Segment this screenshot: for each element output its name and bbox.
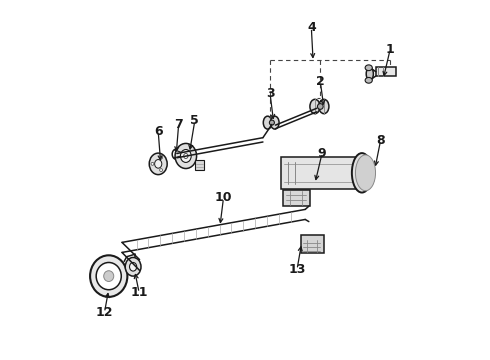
Ellipse shape <box>180 149 191 162</box>
Text: 10: 10 <box>215 192 232 204</box>
Text: 2: 2 <box>316 75 325 88</box>
Ellipse shape <box>270 120 274 125</box>
Text: 7: 7 <box>174 118 183 131</box>
Ellipse shape <box>355 155 375 191</box>
Text: 12: 12 <box>96 306 113 319</box>
Text: 8: 8 <box>376 134 385 147</box>
Bar <box>281 157 360 189</box>
Text: 9: 9 <box>318 147 326 159</box>
Ellipse shape <box>104 271 114 282</box>
Ellipse shape <box>129 262 137 271</box>
Ellipse shape <box>352 153 372 193</box>
Ellipse shape <box>263 116 272 129</box>
Ellipse shape <box>270 116 279 129</box>
Ellipse shape <box>318 104 323 109</box>
Bar <box>376 67 395 76</box>
Ellipse shape <box>151 162 154 165</box>
Ellipse shape <box>366 67 373 80</box>
Ellipse shape <box>125 257 141 276</box>
Ellipse shape <box>310 99 320 114</box>
Text: 11: 11 <box>130 287 148 300</box>
Bar <box>283 190 310 206</box>
Text: 1: 1 <box>386 42 394 55</box>
Text: 6: 6 <box>154 125 163 138</box>
Ellipse shape <box>365 65 372 71</box>
Ellipse shape <box>175 143 196 168</box>
Ellipse shape <box>155 159 162 168</box>
Ellipse shape <box>160 168 163 171</box>
Ellipse shape <box>149 153 167 175</box>
Ellipse shape <box>96 262 122 290</box>
Text: 4: 4 <box>307 21 316 34</box>
Text: 5: 5 <box>191 114 199 127</box>
Ellipse shape <box>365 77 372 83</box>
Ellipse shape <box>319 99 329 114</box>
Text: 3: 3 <box>266 87 274 100</box>
Ellipse shape <box>160 156 163 159</box>
Text: 13: 13 <box>288 263 306 276</box>
Bar <box>195 159 204 170</box>
Ellipse shape <box>184 153 188 158</box>
Bar <box>300 235 324 253</box>
Ellipse shape <box>90 255 127 297</box>
Ellipse shape <box>356 162 368 184</box>
